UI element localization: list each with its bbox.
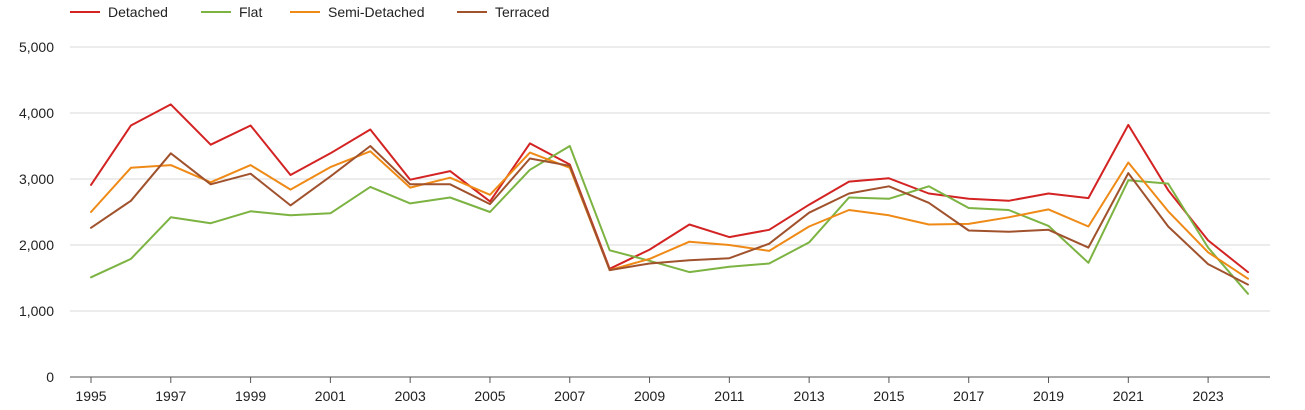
- legend-label-semi-detached: Semi-Detached: [328, 4, 425, 20]
- series-line-detached: [90, 103, 1249, 274]
- x-tick-label: 2011: [714, 388, 744, 404]
- grid-lines: [70, 46, 1270, 312]
- y-tick-label: 3,000: [19, 171, 54, 187]
- x-tick-label: 2015: [873, 388, 904, 404]
- y-axis-tick-labels: 0 1,000 2,000 3,000 4,000 5,000: [19, 39, 54, 385]
- x-tick-label: 2001: [315, 388, 346, 404]
- y-tick-label: 2,000: [19, 237, 54, 253]
- x-tick-label: 2021: [1113, 388, 1144, 404]
- series-lines: [90, 103, 1249, 295]
- legend-label-detached: Detached: [108, 4, 168, 20]
- x-axis-tick-labels: 1995 1997 1999 2001 2003 2005 2007 2009 2011 2013…: [75, 388, 1223, 404]
- x-tick-label: 2013: [794, 388, 825, 404]
- x-tick-label: 1995: [75, 388, 106, 404]
- x-tick-label: 2023: [1193, 388, 1224, 404]
- series-line-semi-detached: [90, 150, 1249, 280]
- legend-label-terraced: Terraced: [495, 4, 549, 20]
- y-tick-label: 1,000: [19, 303, 54, 319]
- x-tick-label: 2003: [395, 388, 426, 404]
- series-line-terraced: [90, 145, 1249, 286]
- y-tick-label: 0: [46, 369, 54, 385]
- x-tick-label: 2019: [1033, 388, 1064, 404]
- x-tick-label: 2017: [953, 388, 984, 404]
- legend-label-flat: Flat: [239, 4, 262, 20]
- y-tick-label: 4,000: [19, 105, 54, 121]
- legend: Detached Flat Semi-Detached Terraced: [70, 4, 549, 20]
- x-tick-label: 1997: [155, 388, 186, 404]
- x-tick-label: 1999: [235, 388, 266, 404]
- x-tick-label: 2007: [554, 388, 585, 404]
- x-tick-label: 2005: [474, 388, 505, 404]
- y-tick-label: 5,000: [19, 39, 54, 55]
- x-tick-label: 2009: [634, 388, 665, 404]
- x-axis: [70, 376, 1270, 383]
